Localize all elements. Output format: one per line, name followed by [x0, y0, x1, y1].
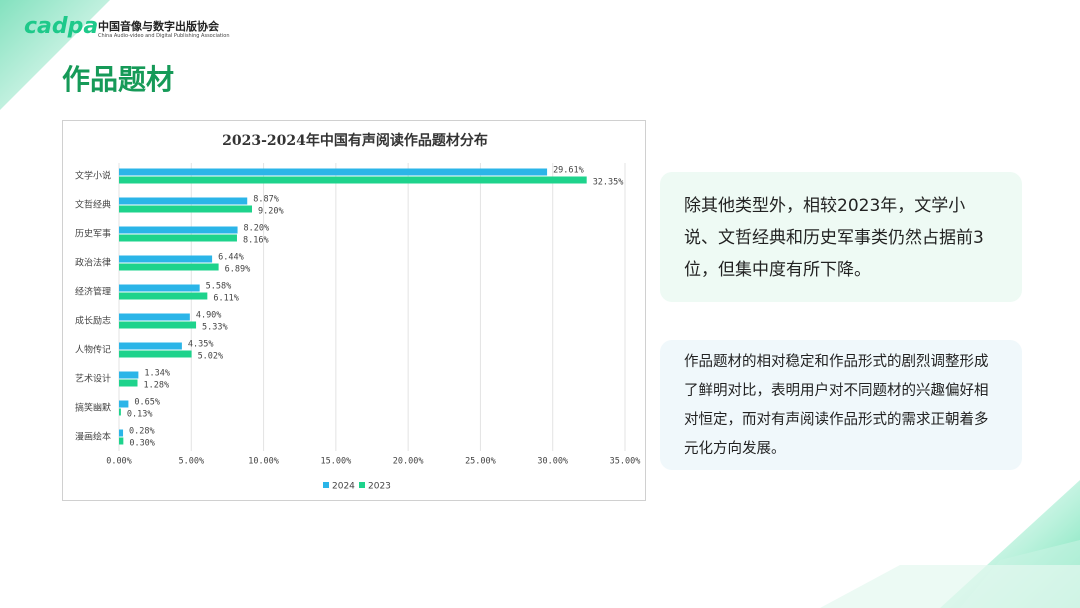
bar	[119, 234, 237, 242]
bar	[119, 176, 587, 184]
note-box: 作品题材的相对稳定和作品形式的剧烈调整形成了鲜明对比，表明用户对不同题材的兴趣偏…	[660, 340, 1022, 470]
x-tick-label: 35.00%	[610, 457, 641, 467]
bar	[119, 197, 248, 205]
value-label: 0.13%	[127, 410, 153, 420]
value-label: 6.44%	[218, 253, 244, 263]
bar	[119, 350, 192, 358]
org-name: 中国音像与数字出版协会	[98, 20, 219, 33]
x-tick-label: 25.00%	[465, 457, 496, 467]
org-name-en: China Audio-video and Digital Publishing…	[98, 33, 230, 39]
value-label: 29.61%	[553, 166, 584, 176]
value-label: 0.28%	[129, 427, 155, 437]
y-tick-label: 人物传记	[75, 344, 111, 356]
value-label: 9.20%	[258, 207, 284, 217]
x-tick-label: 10.00%	[248, 457, 279, 467]
y-tick-label: 漫画绘本	[75, 431, 111, 443]
bar	[119, 168, 548, 176]
bar	[119, 400, 129, 408]
x-tick-label: 0.00%	[106, 457, 132, 467]
bar	[119, 255, 213, 263]
y-tick-label: 政治法律	[75, 257, 111, 269]
bar	[119, 437, 124, 445]
value-label: 6.89%	[225, 265, 251, 275]
y-tick-label: 文哲经典	[75, 199, 111, 211]
y-tick-label: 经济管理	[75, 286, 111, 298]
value-label: 32.35%	[593, 178, 624, 188]
value-label: 4.90%	[196, 311, 222, 321]
x-tick-label: 15.00%	[320, 457, 351, 467]
value-label: 5.58%	[206, 282, 232, 292]
legend-label: 2023	[368, 482, 391, 492]
bar	[119, 371, 139, 379]
page-title: 作品题材	[62, 63, 175, 96]
value-label: 1.34%	[144, 369, 170, 379]
note-text: 除其他类型外，相较2023年，文学小说、文哲经典和历史军事类仍然占据前3位，但集…	[684, 196, 984, 280]
note-box: 除其他类型外，相较2023年，文学小说、文哲经典和历史军事类仍然占据前3位，但集…	[660, 172, 1022, 302]
y-tick-label: 文学小说	[75, 170, 111, 182]
bar	[119, 284, 200, 292]
bar	[119, 313, 190, 321]
value-label: 8.87%	[253, 195, 279, 205]
chart: 2023-2024年中国有声阅读作品题材分布 0.00% 5.00% 10.00% 1…	[62, 120, 646, 501]
bar	[119, 342, 182, 350]
legend-swatch	[323, 482, 329, 488]
bar	[119, 379, 138, 387]
bar	[119, 292, 208, 300]
value-label: 5.02%	[198, 352, 224, 362]
bar	[119, 321, 197, 329]
bar	[119, 226, 238, 234]
logo: cadpa	[24, 14, 99, 39]
bar	[119, 205, 253, 213]
value-label: 0.65%	[134, 398, 160, 408]
x-tick-label: 5.00%	[178, 457, 204, 467]
note-text: 作品题材的相对稳定和作品形式的剧烈调整形成了鲜明对比，表明用户对不同题材的兴趣偏…	[684, 354, 989, 457]
value-label: 4.35%	[188, 340, 214, 350]
value-label: 5.33%	[202, 323, 228, 333]
y-tick-label: 艺术设计	[75, 373, 111, 385]
legend-label: 2024	[332, 482, 355, 492]
value-label: 0.30%	[129, 439, 155, 449]
legend-swatch	[359, 482, 365, 488]
value-label: 1.28%	[144, 381, 170, 391]
bar	[119, 429, 124, 437]
bar	[119, 263, 219, 271]
x-tick-label: 20.00%	[393, 457, 424, 467]
bar	[119, 408, 121, 416]
y-tick-label: 成长励志	[75, 315, 111, 327]
value-label: 8.20%	[244, 224, 270, 234]
chart-title: 2023-2024年中国有声阅读作品题材分布	[222, 132, 488, 149]
y-tick-label: 搞笑幽默	[75, 402, 111, 414]
value-label: 8.16%	[243, 236, 269, 246]
x-tick-label: 30.00%	[537, 457, 568, 467]
y-tick-label: 历史军事	[75, 228, 111, 240]
value-label: 6.11%	[213, 294, 239, 304]
